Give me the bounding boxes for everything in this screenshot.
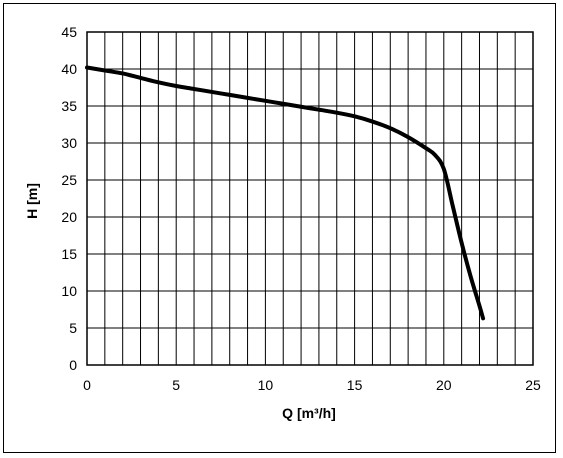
y-tick-label: 0 — [69, 357, 77, 373]
pump-curve-line — [85, 65, 486, 321]
y-tick-label: 45 — [61, 24, 77, 40]
x-tick-label: 5 — [172, 377, 180, 393]
x-axis-title: Q [m³/h] — [282, 405, 336, 421]
series-layer — [85, 65, 486, 321]
y-tick-label: 35 — [61, 98, 77, 114]
x-tick-label: 25 — [525, 377, 541, 393]
x-tick-label: 0 — [83, 377, 91, 393]
plot-area-border — [86, 31, 534, 366]
x-tick-labels: 0 5 10 15 20 25 — [83, 377, 541, 393]
y-tick-labels: 0 5 10 15 20 25 30 35 40 45 — [61, 24, 77, 373]
y-tick-label: 40 — [61, 61, 77, 77]
x-tick-label: 15 — [347, 377, 363, 393]
grid-layer — [86, 31, 534, 366]
x-tick-label: 10 — [258, 377, 274, 393]
y-tick-label: 10 — [61, 283, 77, 299]
x-tick-label: 20 — [436, 377, 452, 393]
chart-frame — [3, 3, 556, 453]
y-tick-label: 15 — [61, 246, 77, 262]
y-tick-label: 5 — [69, 320, 77, 336]
y-tick-label: 20 — [61, 209, 77, 225]
y-tick-label: 25 — [61, 172, 77, 188]
y-axis-title: H [m] — [24, 183, 40, 219]
y-tick-label: 30 — [61, 135, 77, 151]
